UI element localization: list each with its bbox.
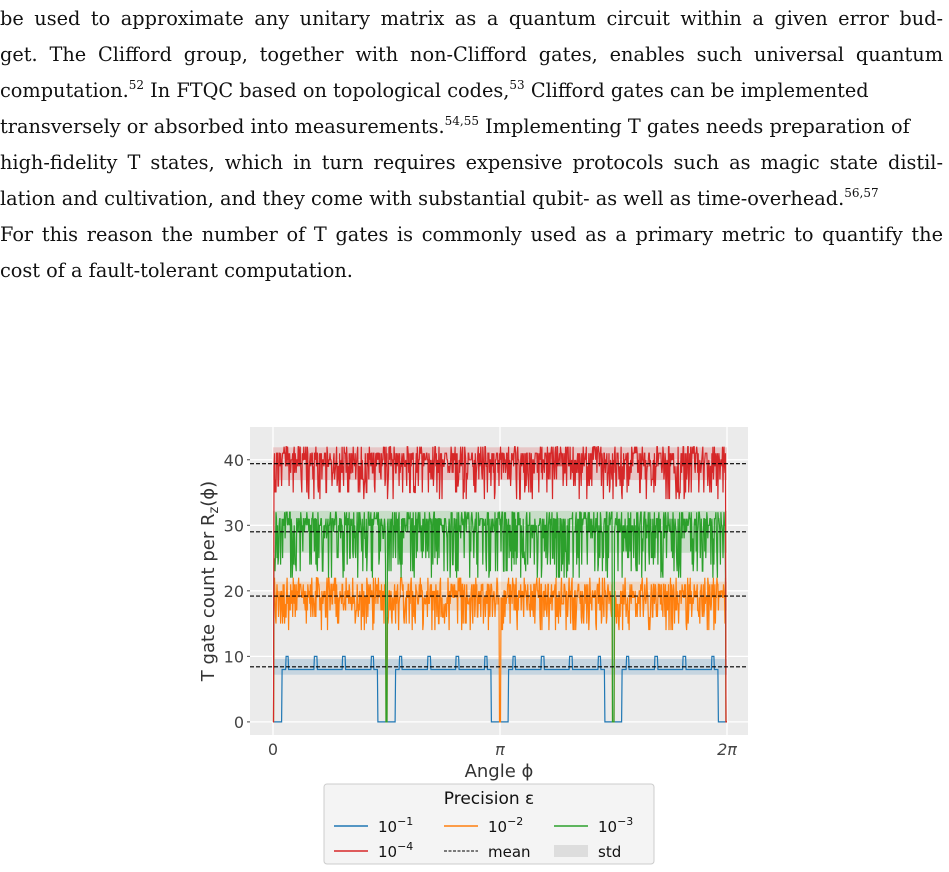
series-line-eps2 [272, 577, 727, 723]
paragraph-line: transversely or absorbed into measuremen… [0, 114, 943, 138]
paragraph-line: get. The Clifford group, together with n… [0, 45, 943, 64]
legend-label-exponent: −1 [397, 815, 413, 828]
y-tick-labels: 0 10 20 30 40 [224, 451, 250, 732]
x-tick-label: 0 [268, 740, 278, 759]
paragraph-line: lation and cultivation, and they come wi… [0, 186, 879, 210]
citation: 54,55 [444, 114, 479, 128]
paragraph-line: cost of a fault-tolerant computation. [0, 261, 353, 280]
paragraph-line: high-fidelity T states, which in turn re… [0, 153, 943, 172]
x-tick-label: 2π [717, 740, 737, 759]
legend-label: mean [488, 843, 531, 861]
citation: 56,57 [844, 186, 879, 200]
legend-box [323, 783, 655, 865]
legend-label-exponent: −2 [507, 815, 523, 828]
paragraph-line: be used to approximate any unitary matri… [0, 9, 943, 28]
y-tick-label: 10 [224, 647, 244, 666]
line-text: computation.52 In FTQC based on topologi… [0, 78, 869, 102]
line-text: high-fidelity T states, which in turn re… [0, 151, 943, 174]
legend-swatch-std [554, 845, 588, 857]
y-tick-label: 30 [224, 516, 244, 535]
line-text: be used to approximate any unitary matri… [0, 7, 943, 30]
y-tick-label: 40 [224, 451, 244, 470]
citation: 52 [128, 78, 145, 92]
line-text: For this reason the number of T gates is… [0, 223, 943, 246]
x-tick-label: π [495, 740, 505, 759]
x-tick-labels: 0 π 2π [268, 740, 737, 759]
mean-lines [250, 463, 748, 668]
line-text: lation and cultivation, and they come wi… [0, 186, 879, 210]
legend-title: Precision ε [444, 789, 534, 809]
series-line-eps3 [272, 511, 727, 723]
line-text: transversely or absorbed into measuremen… [0, 114, 910, 138]
y-tick-label: 0 [234, 713, 244, 732]
legend: Precision ε 10−1 10−2 10−310−4 mean std [323, 783, 655, 865]
line-text: get. The Clifford group, together with n… [0, 43, 943, 66]
legend-label-exponent: −4 [397, 840, 413, 853]
line-text: cost of a fault-tolerant computation. [0, 259, 353, 282]
paragraph-line: For this reason the number of T gates is… [0, 225, 943, 244]
legend-label-exponent: −3 [617, 815, 633, 828]
series-line-eps4 [272, 446, 727, 723]
legend-label: std [598, 843, 621, 861]
x-axis-label: Angle ϕ [465, 761, 534, 782]
y-tick-label: 20 [224, 582, 244, 601]
citation: 53 [509, 78, 525, 92]
y-axis-label: T gate count per Rz(ϕ) [198, 481, 222, 682]
paragraph-line: computation.52 In FTQC based on topologi… [0, 78, 943, 102]
series-lines [272, 446, 727, 723]
